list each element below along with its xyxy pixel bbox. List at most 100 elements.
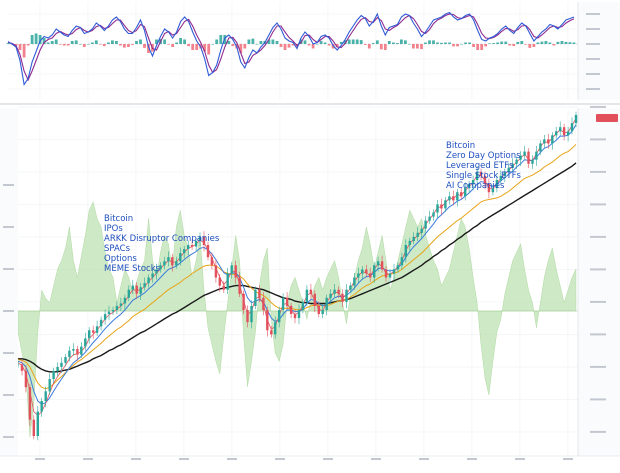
candle-body <box>475 171 479 180</box>
macd-histogram-bar <box>275 41 279 44</box>
candle-body <box>274 322 277 335</box>
macd-histogram-bar <box>568 42 572 44</box>
macd-histogram-bar <box>54 39 58 44</box>
time-axis-ticks <box>35 458 573 460</box>
macd-histogram-bar <box>94 40 98 44</box>
macd-histogram-bar <box>484 44 488 47</box>
candle-body <box>131 285 134 290</box>
time-tick-184 <box>179 458 189 460</box>
candle-body <box>436 204 439 213</box>
ma-medium-line <box>17 124 577 405</box>
candle-body <box>566 131 570 136</box>
macd-histogram-bar <box>62 44 66 46</box>
candle-body <box>345 289 348 302</box>
macd-histogram-bar <box>456 44 459 47</box>
candle-body <box>373 265 376 278</box>
macd-histogram-bar <box>239 44 243 53</box>
candle-body <box>471 180 475 185</box>
candle-body <box>448 196 451 201</box>
candle-body <box>416 232 419 237</box>
price-right-tick-3600 <box>590 333 606 336</box>
macd-histogram-bar <box>540 41 544 44</box>
oscillator-left-tick-4 <box>3 268 14 270</box>
candle-body <box>341 293 344 302</box>
macd-histogram-bar <box>191 44 195 50</box>
time-tick-520 <box>515 458 525 460</box>
macd-histogram-bar <box>163 39 166 44</box>
candle-body <box>171 257 174 266</box>
macd-histogram-bar <box>115 41 118 44</box>
candle-body <box>365 269 368 274</box>
candle-body <box>242 293 245 311</box>
annotation-left-4: SPACs <box>104 244 131 254</box>
macd-histogram-bar <box>231 44 235 47</box>
candle-body <box>491 188 495 193</box>
macd-histogram-bar <box>119 44 122 46</box>
candle-body <box>107 311 111 314</box>
macd-histogram-bar <box>560 41 564 44</box>
macd-histogram-bar <box>78 44 82 45</box>
macd-histogram-bar <box>448 42 451 44</box>
macd-histogram-bar <box>98 44 102 45</box>
oscillator-left-tick-0 <box>3 436 14 438</box>
macd-histogram-bar <box>6 43 10 44</box>
macd-histogram-bar <box>404 40 407 44</box>
macd-histogram-bar <box>436 42 439 44</box>
candle-body <box>190 245 194 247</box>
candle-body <box>202 236 206 245</box>
candle-body <box>412 236 415 241</box>
macd-histogram-bar <box>327 44 331 46</box>
candle-body <box>179 253 182 262</box>
macd-panel <box>6 2 620 100</box>
price-panel: Bitcoin IPOs ARKK Disruptor Companies SP… <box>0 105 620 456</box>
candle-body <box>163 261 166 266</box>
candle-body <box>511 163 514 168</box>
macd-histogram-bar <box>428 40 431 44</box>
macd-histogram-bar <box>508 44 512 46</box>
oscillator-area <box>17 201 577 438</box>
candle-body <box>503 171 506 176</box>
macd-histogram-bar <box>572 42 576 44</box>
macd-right-tick-2 <box>586 58 600 60</box>
macd-histogram-bar <box>500 41 504 44</box>
time-tick-232 <box>227 458 237 460</box>
candle-body <box>60 362 63 367</box>
macd-histogram-bar <box>251 38 255 44</box>
macd-histogram-bar <box>147 44 150 53</box>
macd-histogram-bar <box>468 42 471 44</box>
macd-lines <box>7 11 575 86</box>
macd-histogram-bar <box>271 39 275 44</box>
candle-body <box>464 188 467 197</box>
macd-histogram-bar <box>307 44 311 46</box>
macd-histogram-bar <box>400 39 403 44</box>
macd-histogram-bar <box>464 42 467 44</box>
macd-histogram-bar <box>171 44 174 47</box>
candle-body <box>226 273 229 290</box>
macd-histogram-bar <box>476 44 480 50</box>
candle-body <box>562 127 566 136</box>
candle-body <box>48 379 51 392</box>
macd-histogram-bar <box>243 44 247 49</box>
macd-histogram-bar <box>420 44 423 50</box>
macd-histogram-bar <box>123 44 126 48</box>
macd-histogram-bar <box>283 44 287 50</box>
candle-body <box>460 192 463 197</box>
macd-histogram-bar <box>195 44 199 50</box>
macd-histogram-bar <box>452 44 455 47</box>
candle-body <box>254 289 257 306</box>
macd-histogram-bar <box>90 42 94 44</box>
candle-body <box>278 310 281 323</box>
macd-histogram-bar <box>564 41 568 44</box>
candle-body <box>325 297 328 310</box>
macd-histogram-bar <box>30 35 34 44</box>
macd-histogram-bar <box>42 38 46 44</box>
price-right-axis-strip <box>578 108 620 456</box>
candle-body <box>376 261 380 266</box>
macd-histogram-bar <box>259 41 263 44</box>
candle-body <box>531 159 534 164</box>
macd-histogram-bar <box>363 44 367 45</box>
macd-histogram-bar <box>319 41 323 44</box>
macd-histogram-bar <box>355 39 359 44</box>
candle-body <box>349 285 352 290</box>
ma-200-line <box>18 162 577 373</box>
